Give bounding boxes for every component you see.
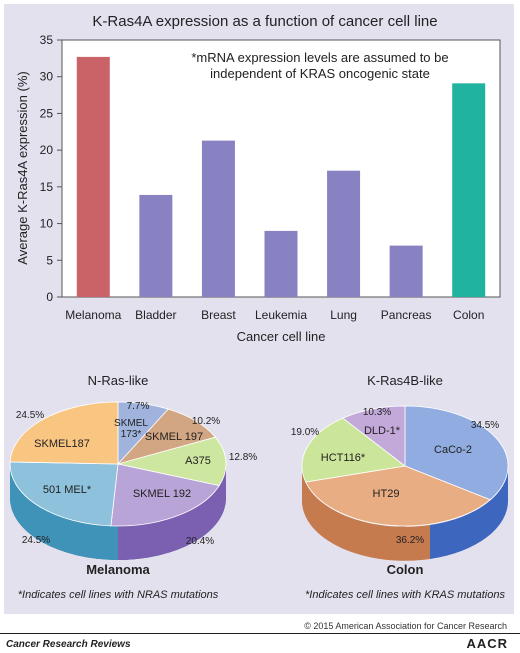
pie-side-wall-blue-right [430,466,509,559]
x-tick-label: Pancreas [381,308,432,322]
y-tick-label: 30 [40,70,54,84]
y-ticks-group: 0 5 10 15 20 25 30 35 [40,33,62,304]
pie-label-caco2: CaCo-2 [434,444,472,456]
x-tick-label: Breast [201,308,236,322]
x-ticks-group: Melanoma Bladder Breast Leukemia Lung Pancrea… [65,308,484,322]
pie-slice-skmel-192 [110,463,220,527]
nras-pie-side [10,464,226,560]
kras-pie-chart: K-Ras4B-like CaCo-2 HT29 HCT116* DLD-1* … [291,373,509,601]
footer-divider [0,633,520,634]
pie-slice-skmel187 [9,401,119,465]
pie-label-dld1: DLD-1* [364,425,401,437]
x-tick-label: Bladder [135,308,176,322]
bar-bladder [139,194,173,297]
aacr-logo: AACR [466,636,508,651]
pie-side-wall-purple [118,464,226,560]
x-tick-label: Melanoma [65,308,121,322]
pie-slice-hct116 [301,417,406,483]
y-tick-label: 20 [40,143,54,157]
bar-chart-annotation-line-1: *mRNA expression levels are assumed to b… [191,50,448,65]
pie-pct-501mel: 24.5% [22,535,50,546]
pie-label-ht29: HT29 [373,488,400,500]
bar-pancreas [389,245,423,297]
pie-pct-a375: 12.8% [229,452,257,463]
x-tick-label: Leukemia [255,308,307,322]
x-tick-label: Lung [330,308,357,322]
bar-leukemia [264,230,298,297]
bar-chart-xlabel: Cancer cell line [237,329,326,344]
pie-pct-ht29: 36.2% [396,535,424,546]
bar-lung [327,170,361,297]
bar-chart-title: K-Ras4A expression as a function of canc… [92,13,437,30]
y-tick-label: 0 [46,290,53,304]
pie-label-skmel173-line1: SKMEL [114,418,148,429]
bar-chart-annotation-line-2: independent of KRAS oncogenic state [210,66,430,81]
y-tick-label: 15 [40,180,54,194]
pie-side-wall-blue [10,464,118,560]
pie-slice-ht29 [305,465,491,527]
nras-pie-chart: N-Ras-like SKMEL 173* SKMEL 197 A375 SKM… [9,373,257,601]
bar-breast [201,140,235,297]
pie-label-skmel197: SKMEL 197 [145,431,203,443]
journal-name: Cancer Research Reviews [6,639,131,650]
bar-melanoma [76,56,110,297]
pie-pct-skmel192: 20.4% [186,536,214,547]
y-tick-label: 35 [40,33,54,47]
pie-label-skmel173-line2: 173* [121,429,142,440]
nras-footnote: *Indicates cell lines with NRAS mutation… [18,589,219,601]
kras-pie-side [301,466,509,561]
bars-group [76,56,486,297]
pie-label-501mel: 501 MEL* [43,484,92,496]
kras-pie-slices [301,405,509,527]
y-tick-label: 5 [46,253,53,267]
bar-chart: K-Ras4A expression as a function of canc… [15,13,501,344]
pie-label-skmel192: SKMEL 192 [133,488,191,500]
pie-pct-dld1: 10.3% [363,407,391,418]
pie-side-wall-orange-main [301,466,430,561]
pie-slice-a375 [117,436,227,487]
pie-label-skmel187: SKMEL187 [34,438,90,450]
pie-slice-caco-2 [404,405,509,501]
nras-pie-slices [9,401,227,527]
pie-label-hct116: HCT116* [321,452,366,464]
nras-pie-caption: Melanoma [86,562,150,577]
pie-slice-501-mel [9,461,119,527]
y-tick-label: 25 [40,106,54,120]
pie-pct-skmel187: 24.5% [16,410,44,421]
copyright-text: © 2015 American Association for Cancer R… [304,621,507,631]
kras-pie-title: K-Ras4B-like [367,373,443,388]
pie-pct-skmel173: 7.7% [127,401,150,412]
bar-chart-ylabel: Average K-Ras4A expression (%) [15,71,30,264]
pie-pct-skmel197: 10.2% [192,416,220,427]
bar-colon [452,83,486,297]
pie-label-a375: A375 [185,455,211,467]
pie-slice-dld-1 [342,405,406,467]
x-tick-label: Colon [453,308,484,322]
nras-pie-title: N-Ras-like [88,373,149,388]
pie-pct-caco2: 34.5% [471,420,499,431]
kras-footnote: *Indicates cell lines with KRAS mutation… [305,589,505,601]
y-tick-label: 10 [40,217,54,231]
kras-pie-caption: Colon [387,562,424,577]
pie-pct-hct116: 19.0% [291,427,319,438]
